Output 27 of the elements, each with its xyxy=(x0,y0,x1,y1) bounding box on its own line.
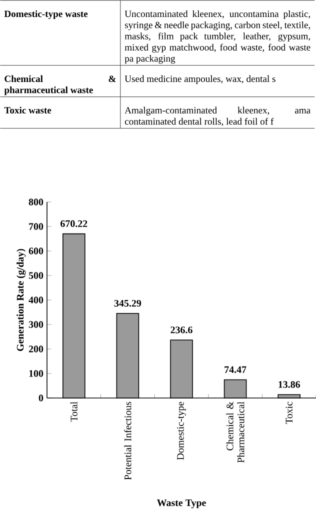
y-tick-label: 800 xyxy=(28,198,44,206)
text: Toxic waste xyxy=(4,106,52,114)
x-tick-label: Domestic-type xyxy=(177,402,186,460)
data-label: 74.47 xyxy=(224,366,246,374)
y-tick-label: 500 xyxy=(28,272,44,279)
data-label: 13.86 xyxy=(278,381,300,388)
data-label: 670.22 xyxy=(60,220,88,228)
x-axis-title: Waste Type xyxy=(156,500,206,508)
y-tick-label: 400 xyxy=(28,296,44,304)
y-tick-label: 200 xyxy=(28,346,44,352)
text: Domestic-type waste xyxy=(4,10,88,20)
text: Amalgam-contaminated kleenex, ama contaminated dental rolls, lead foil of f xyxy=(124,106,310,126)
x-tick-label: Total xyxy=(70,402,78,422)
y-tick-label: 600 xyxy=(28,248,44,254)
text: Uncontaminated kleenex, uncontamina plastic, syringe & needle packaging, carbon steel, textile, masks, film pack tumbler, leather, gypsum, mixed gyp matchwood, food waste, food waste pa packaging xyxy=(124,10,310,64)
data-label: 345.29 xyxy=(114,300,142,307)
text: Used medicine ampoules, wax, dental s xyxy=(124,75,276,84)
y-tick-label: 700 xyxy=(29,223,44,230)
y-tick-label: 300 xyxy=(28,321,44,328)
y-tick-label: 0 xyxy=(38,394,44,402)
y-tick-label: 100 xyxy=(29,370,44,377)
x-tick-label: Chemical & Pharmaceutical xyxy=(226,402,244,463)
y-axis-title: Generation Rate (g/day) xyxy=(16,248,26,351)
data-label: 236.6 xyxy=(170,326,192,334)
text: Chemical & pharmaceutical waste xyxy=(4,75,116,96)
x-tick-label: Potential Infectious xyxy=(124,402,132,480)
x-tick-label: Toxic xyxy=(286,402,292,424)
